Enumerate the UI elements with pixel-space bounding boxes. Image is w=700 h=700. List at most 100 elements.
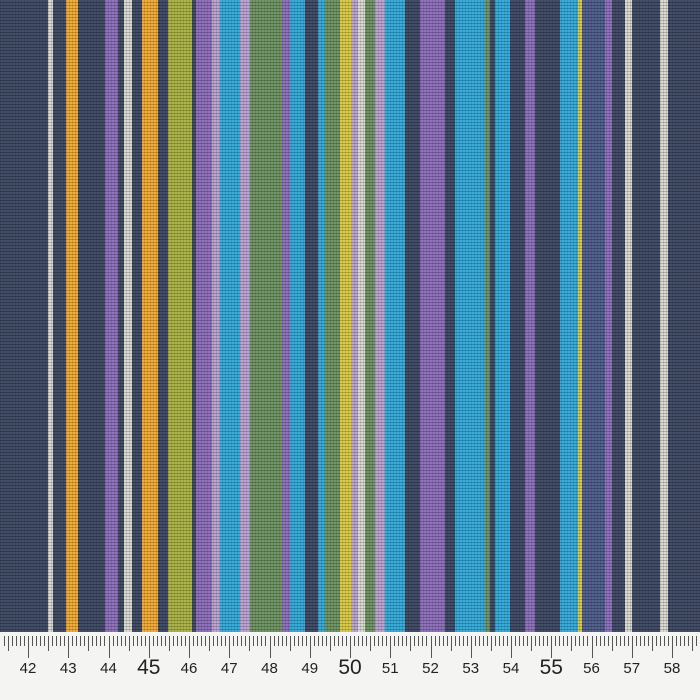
ruler-tick [418, 636, 420, 646]
ruler-tick [527, 636, 529, 646]
ruler-tick [575, 636, 577, 646]
ruler-tick [128, 636, 130, 651]
ruler-label: 51 [381, 660, 399, 677]
stripe-purple [420, 0, 445, 636]
stripe-navy [0, 0, 48, 636]
stripe-navy [632, 0, 660, 636]
ruler-tick [511, 636, 512, 658]
ruler-label: 53 [462, 660, 480, 677]
ruler-tick [253, 636, 255, 646]
ruler-tick [643, 636, 645, 646]
ruler-tick [116, 636, 118, 646]
ruler-tick [321, 636, 323, 646]
ruler-tick [535, 636, 537, 646]
ruler-tick [490, 636, 492, 651]
ruler-tick [257, 636, 259, 646]
stripe-orange [142, 0, 158, 636]
ruler-tick [551, 636, 553, 658]
ruler-tick [531, 636, 533, 651]
stripe-navy [405, 0, 420, 636]
ruler-label: 52 [422, 660, 439, 677]
ruler-tick [567, 636, 569, 646]
stripe-purple [525, 0, 535, 636]
stripe-navy [118, 0, 124, 636]
ruler-tick [76, 636, 78, 646]
ruler-tick [225, 636, 227, 646]
ruler-tick [217, 636, 219, 646]
ruler-tick [80, 636, 82, 646]
stripe-navy [158, 0, 168, 636]
ruler-tick [631, 636, 633, 658]
stripe-navy [510, 0, 525, 636]
stripe-lavender [212, 0, 220, 636]
stripe-olive [168, 0, 192, 636]
ruler-tick [474, 636, 476, 646]
stripe-white [625, 0, 632, 636]
ruler-tick [197, 636, 199, 646]
ruler-tick [112, 636, 114, 646]
ruler-tick [547, 636, 549, 646]
ruler-tick [345, 636, 347, 646]
stripe-navy [668, 0, 700, 636]
ruler-tick [494, 636, 496, 646]
ruler-tick [607, 636, 609, 646]
ruler-tick [394, 636, 396, 646]
ruler-tick [358, 636, 360, 646]
ruler-tick [120, 636, 122, 646]
stripe-cyan [495, 0, 510, 636]
stripe-green [365, 0, 375, 636]
ruler-tick [603, 636, 605, 646]
ruler-tick [136, 636, 138, 646]
ruler-label: 58 [663, 660, 681, 677]
ruler-label: 46 [180, 660, 198, 677]
ruler-tick [309, 636, 311, 658]
ruler-tick [189, 636, 190, 658]
ruler-tick [164, 636, 166, 646]
stripe-navy [132, 0, 142, 636]
ruler-tick [502, 636, 504, 646]
ruler-tick [229, 636, 231, 658]
ruler-tick [398, 636, 400, 646]
ruler-tick [430, 636, 432, 658]
ruler-tick [285, 636, 287, 646]
ruler-tick [555, 636, 557, 646]
stripe-navy [53, 0, 66, 636]
ruler-tick [221, 636, 223, 646]
ruler-tick [378, 636, 380, 646]
ruler-tick [241, 636, 243, 646]
ruler-tick [160, 636, 162, 646]
ruler-tick [124, 636, 126, 646]
ruler-tick [462, 636, 464, 646]
ruler-tick [410, 636, 412, 651]
ruler-tick [386, 636, 388, 646]
ruler-tick [406, 636, 408, 646]
ruler-label: 43 [59, 660, 77, 677]
ruler-tick [52, 636, 54, 646]
stripe-green [250, 0, 282, 636]
ruler-tick [249, 636, 251, 651]
ruler-tick [313, 636, 315, 646]
ruler-tick [301, 636, 303, 646]
ruler-tick [672, 636, 673, 658]
stripe-yellow [340, 0, 352, 636]
ruler-tick [60, 636, 62, 646]
ruler-tick [515, 636, 517, 646]
ruler-tick [350, 636, 351, 658]
stripe-navy [612, 0, 625, 636]
ruler-tick [611, 636, 613, 651]
ruler-label: 44 [100, 660, 117, 677]
ruler-tick [68, 636, 70, 658]
ruler-label: 42 [19, 660, 37, 677]
ruler-tick [482, 636, 484, 646]
ruler-tick [289, 636, 291, 651]
ruler-tick [422, 636, 424, 646]
ruler-tick [506, 636, 508, 646]
stripe-navy [305, 0, 318, 636]
ruler-tick [96, 636, 98, 646]
stripe-purple [105, 0, 118, 636]
ruler-tick [333, 636, 335, 646]
ruler-tick [635, 636, 637, 646]
ruler-tick [539, 636, 541, 646]
ruler-tick [297, 636, 299, 646]
ruler-label: 55 [539, 656, 563, 679]
